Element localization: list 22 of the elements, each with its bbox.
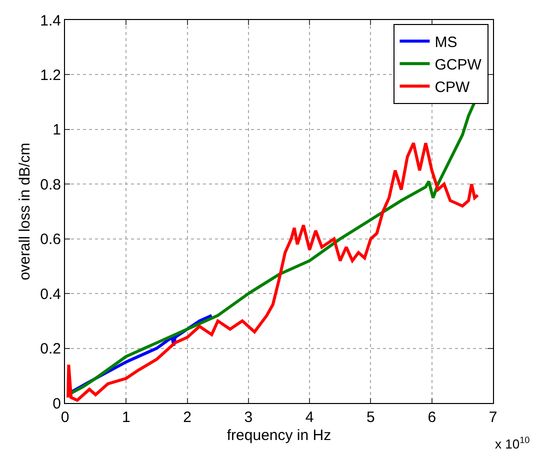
x-tick-label: 6	[428, 409, 436, 426]
y-tick-label: 0	[52, 395, 61, 412]
x-tick-label: 7	[488, 409, 498, 426]
x-axis-title: frequency in Hz	[226, 427, 332, 444]
legend-label: GCPW	[434, 56, 482, 74]
y-tick-label: 0.6	[40, 231, 61, 248]
x-tick-label: 5	[366, 409, 375, 426]
legend-label: CPW	[434, 78, 471, 96]
y-tick-label: 1.2	[40, 66, 61, 84]
y-tick-label: 0.2	[40, 340, 61, 358]
line-series	[66, 142, 480, 402]
y-axis-title: overall loss in dB/cm	[16, 142, 34, 280]
y-tick-label: 0.4	[40, 286, 61, 303]
x-tick-label: 2	[183, 409, 192, 426]
y-tick-label: 1	[52, 122, 61, 139]
x-tick-label: 4	[305, 409, 314, 426]
legend-label: MS	[434, 34, 458, 51]
y-tick-label: 1.4	[40, 12, 61, 30]
x-tick-label: 1	[122, 409, 130, 426]
y-tick-label: 0.8	[40, 176, 61, 194]
text: x 10$^{10}$	[495, 435, 530, 452]
x-tick-label: 3	[244, 409, 253, 426]
